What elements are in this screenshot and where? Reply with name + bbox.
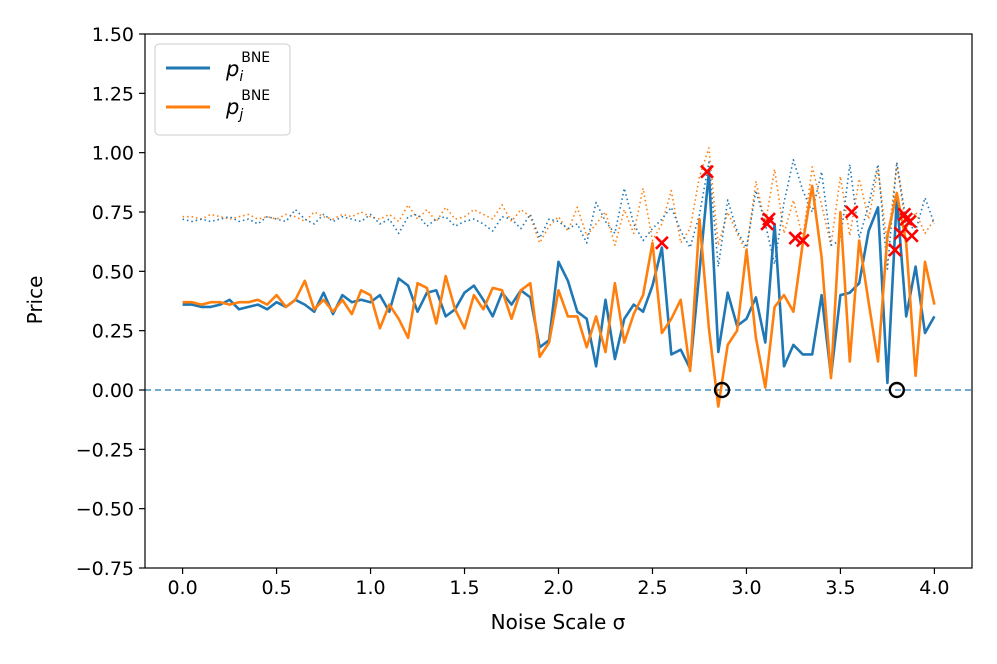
legend: piBNE pjBNE: [154, 43, 291, 136]
y-tick-label: 0.25: [92, 321, 134, 343]
y-tick-label: 1.25: [92, 83, 134, 105]
legend-pj-sub: j: [237, 107, 243, 123]
x-axis-label: Noise Scale σ: [491, 610, 626, 634]
x-marker: [654, 235, 669, 250]
x-marker: [700, 164, 714, 179]
y-tick-label: 1.00: [92, 143, 134, 165]
marker-layer: [654, 164, 919, 399]
y-axis-label: Price: [23, 276, 47, 325]
x-axis: 0.0 0.5 1.0 1.5 2.0 2.5 3.0 3.5 4.0: [167, 568, 950, 599]
x-marker: [844, 205, 859, 219]
y-axis: 1.50 1.25 1.00 0.75 0.50 0.25 0.00 −0.25 −0.50 −0…: [76, 24, 145, 580]
x-marker: [888, 243, 902, 257]
legend-pi-base: p: [225, 57, 239, 81]
y-tick-label: −0.75: [76, 558, 134, 580]
x-marker-stroke: [897, 207, 912, 222]
x-tick-label: 4.0: [919, 577, 949, 599]
x-tick-label: 2.5: [637, 577, 667, 599]
y-tick-label: 0.75: [92, 202, 134, 224]
x-marker-stroke: [888, 243, 902, 257]
y-tick-label: 0.00: [92, 380, 134, 402]
y-tick-label: 1.50: [92, 24, 134, 46]
series-line-p_i-bne: [182, 170, 936, 385]
legend-pj-sup: BNE: [241, 88, 270, 104]
x-marker-stroke: [903, 214, 917, 229]
x-marker: [903, 214, 917, 229]
x-marker-stroke: [904, 228, 919, 243]
x-tick-label: 1.5: [449, 577, 479, 599]
y-tick-label: −0.25: [76, 439, 134, 461]
x-tick-label: 3.5: [825, 577, 855, 599]
x-marker: [795, 233, 810, 248]
x-marker-stroke: [700, 164, 714, 179]
circle-marker: [888, 381, 906, 399]
x-marker: [893, 226, 908, 241]
series-line-p_j-bne: [182, 184, 936, 408]
y-tick-label: −0.50: [76, 499, 134, 521]
x-tick-label: 0.0: [167, 577, 197, 599]
y-tick-label: 0.50: [92, 261, 134, 283]
x-marker: [904, 228, 919, 243]
x-marker-stroke: [795, 233, 810, 248]
legend-label-pj: pj BNE: [225, 88, 270, 123]
x-marker: [788, 231, 803, 246]
circle-marker: [713, 381, 731, 399]
x-marker-stroke: [654, 235, 669, 250]
x-tick-label: 2.0: [543, 577, 573, 599]
legend-pj-base: p: [225, 95, 239, 119]
legend-label-pi: pi BNE: [225, 50, 270, 85]
x-marker-stroke: [844, 205, 859, 219]
x-tick-label: 3.0: [731, 577, 761, 599]
legend-pi-sub: i: [239, 69, 243, 85]
series-layer: [182, 147, 936, 408]
x-marker-stroke: [762, 212, 776, 227]
x-tick-label: 0.5: [261, 577, 291, 599]
x-marker-stroke: [893, 226, 908, 241]
x-marker: [762, 212, 776, 227]
legend-pi-sup: BNE: [241, 50, 270, 66]
x-tick-label: 1.0: [355, 577, 385, 599]
x-marker-stroke: [788, 231, 803, 246]
